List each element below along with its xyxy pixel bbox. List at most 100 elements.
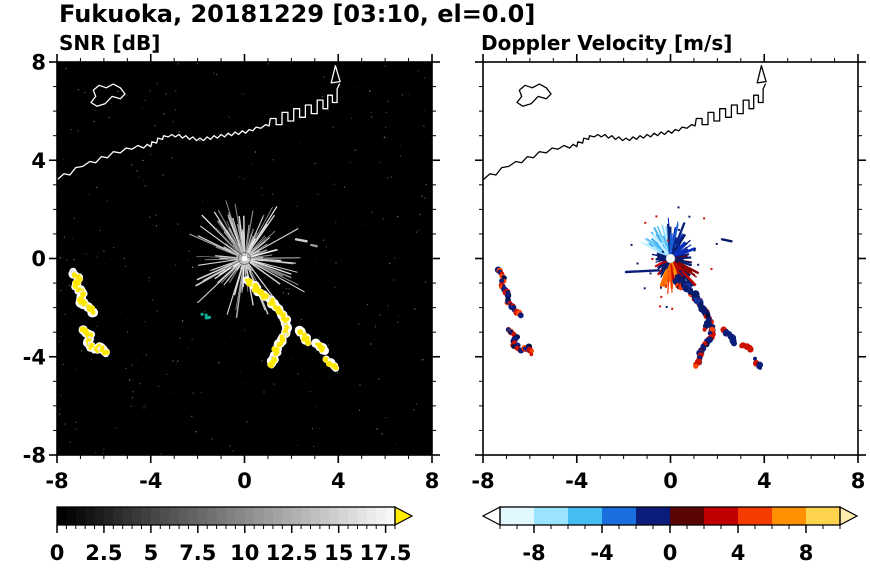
colorbar-segment: [216, 507, 227, 525]
colorbar-segment: [66, 507, 77, 525]
x-tick-label: 8: [851, 469, 866, 493]
snr-panel-title: SNR [dB]: [59, 31, 161, 55]
x-tick-label: 0: [237, 469, 252, 493]
colorbar-segment: [132, 507, 143, 525]
colorbar-segment: [57, 507, 67, 525]
echo-cluster: [720, 326, 737, 347]
colorbar-segment: [348, 507, 359, 525]
colorbar-tick-label: 17.5: [360, 541, 412, 565]
x-tick-label: 0: [663, 469, 678, 493]
colorbar-segment: [94, 507, 105, 525]
ground-clutter-rays: [189, 200, 305, 319]
colorbar-segment: [366, 507, 377, 525]
coastline: [482, 65, 767, 181]
colorbar-segment: [806, 507, 841, 525]
echo-cluster: [505, 326, 534, 357]
y-tick-label: -8: [23, 444, 46, 468]
colorbar-segment: [226, 507, 236, 525]
colorbar-over-arrow: [394, 506, 414, 526]
colorbar-segment: [602, 507, 637, 525]
colorbar-segment: [150, 507, 161, 525]
colorbar-segment: [338, 507, 349, 525]
echo-cluster: [311, 338, 330, 356]
colorbar-tick-label: 7.5: [179, 541, 216, 565]
echo-cluster: [739, 342, 754, 353]
colorbar-tick-label: 2.5: [85, 541, 122, 565]
colorbar-tick-label: -4: [590, 541, 613, 565]
colorbar-segment: [235, 507, 246, 525]
y-tick-label: 0: [31, 247, 46, 271]
colorbar-segment: [329, 507, 340, 525]
colorbar-segment: [291, 507, 302, 525]
echo-cluster: [200, 312, 211, 320]
colorbar-tick-label: 15: [324, 541, 353, 565]
coastline: [56, 65, 341, 181]
echo-cluster: [242, 276, 292, 369]
colorbar-segment: [254, 507, 265, 525]
colorbar-tick-label: 0: [663, 541, 678, 565]
colorbar-segment: [207, 507, 218, 525]
colorbar-segment: [188, 507, 199, 525]
colorbar-tick-label: 0: [50, 541, 65, 565]
figure-title: Fukuoka, 20181229 [03:10, el=0.0]: [59, 0, 536, 28]
x-tick-label: -8: [45, 469, 68, 493]
colorbar-tick-label: 5: [144, 541, 159, 565]
colorbar-segment: [75, 507, 86, 525]
plot-frame: [482, 61, 859, 456]
colorbar-segment: [670, 507, 705, 525]
snr-plot: -8-8 -4 -4 0 0 4 4 8 8: [23, 51, 440, 493]
colorbar-segment: [568, 507, 603, 525]
colorbar-segment: [357, 507, 368, 525]
colorbar-segment: [244, 507, 255, 525]
echo-cluster: [78, 325, 110, 358]
x-tick-label: 4: [331, 469, 346, 493]
colorbar-segment: [738, 507, 773, 525]
doppler-plot: -8 -4 0 4 8: [471, 54, 866, 493]
colorbar-segment: [103, 507, 114, 525]
doppler-colorbar: -8 -4 0 4 8: [481, 506, 859, 565]
echo-cluster: [322, 355, 340, 372]
colorbar-segment: [85, 507, 96, 525]
colorbar-segment: [160, 507, 171, 525]
colorbar-segment: [282, 507, 293, 525]
colorbar-segment: [376, 507, 387, 525]
x-tick-label: -4: [565, 469, 588, 493]
colorbar: 0 2.5 5 7.5 10 12.5 15 17.5: [50, 506, 414, 565]
colorbar-tick-label: 10: [230, 541, 259, 565]
colorbar-segment: [113, 507, 124, 525]
colorbar-tick-label: 12.5: [266, 541, 318, 565]
colorbar-segment: [500, 507, 535, 525]
y-tick-label: 4: [31, 149, 46, 173]
colorbar-segment: [636, 507, 671, 525]
colorbar-segment: [263, 507, 274, 525]
colorbar-tick-label: -8: [522, 541, 545, 565]
x-tick-label: 8: [425, 469, 440, 493]
colorbar-segment: [772, 507, 807, 525]
colorbar-segment: [272, 507, 283, 525]
colorbar-over-arrow: [839, 506, 859, 526]
colorbar: -8 -4 0 4 8: [481, 506, 859, 565]
echo-cluster: [753, 356, 764, 370]
snr-colorbar: 0 2.5 5 7.5 10 12.5 15 17.5: [50, 506, 414, 565]
radar-site-ring: [238, 252, 251, 265]
colorbar-segment: [169, 507, 180, 525]
x-tick-label: -8: [471, 469, 494, 493]
colorbar-segment: [122, 507, 133, 525]
doppler-panel-title: Doppler Velocity [m/s]: [481, 31, 733, 55]
colorbar-under-arrow: [481, 506, 501, 526]
colorbar-segment: [197, 507, 208, 525]
axis: -8 -4 0 4 8: [471, 54, 866, 493]
velocity-specks: [630, 206, 718, 310]
echo-cluster: [494, 266, 524, 319]
isolated-echo-dashes: [624, 238, 733, 274]
echo-cluster: [68, 267, 99, 318]
radar-site-marker: [241, 255, 248, 262]
colorbar-segment: [319, 507, 330, 525]
y-tick-label: 8: [31, 51, 46, 75]
plot-frame: [56, 61, 433, 456]
colorbar-segment: [534, 507, 569, 525]
x-tick-label: 4: [757, 469, 772, 493]
y-tick-label: -4: [23, 345, 46, 369]
colorbar-segment: [704, 507, 739, 525]
